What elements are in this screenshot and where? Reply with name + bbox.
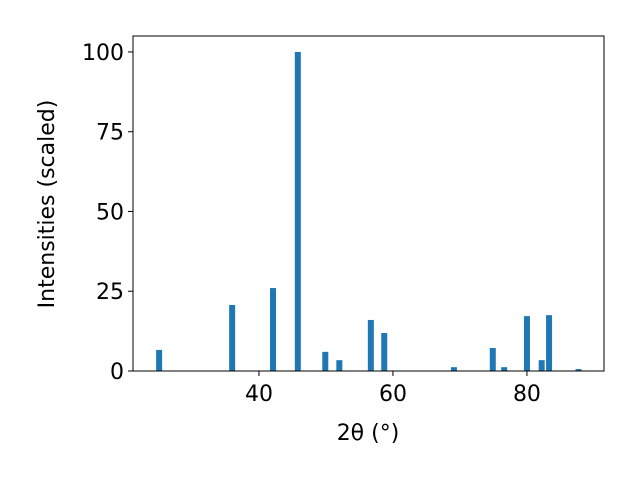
bar bbox=[270, 288, 277, 371]
bar bbox=[322, 351, 329, 371]
bar bbox=[294, 51, 301, 371]
bar bbox=[367, 319, 374, 371]
bar bbox=[538, 360, 545, 371]
bar bbox=[489, 348, 496, 371]
bar bbox=[501, 367, 508, 371]
bar bbox=[381, 333, 388, 371]
plot-frame bbox=[132, 35, 605, 372]
bar bbox=[523, 316, 530, 371]
x-axis-label: 2θ (°) bbox=[337, 421, 400, 446]
y-tick-label: 25 bbox=[96, 280, 124, 305]
bar bbox=[229, 304, 236, 371]
y-tick-label: 75 bbox=[96, 121, 124, 146]
x-tick-label: 80 bbox=[513, 382, 541, 407]
y-tick-label: 100 bbox=[82, 41, 124, 66]
y-axis-label: Intensities (scaled) bbox=[35, 100, 60, 309]
bar bbox=[575, 369, 582, 371]
x-tick-label: 40 bbox=[245, 382, 273, 407]
y-tick-label: 0 bbox=[110, 360, 124, 385]
bar bbox=[156, 349, 163, 371]
x-tick-label: 60 bbox=[379, 382, 407, 407]
bar bbox=[450, 367, 457, 371]
bar bbox=[336, 360, 343, 371]
y-tick-label: 50 bbox=[96, 200, 124, 225]
bar bbox=[546, 315, 553, 371]
